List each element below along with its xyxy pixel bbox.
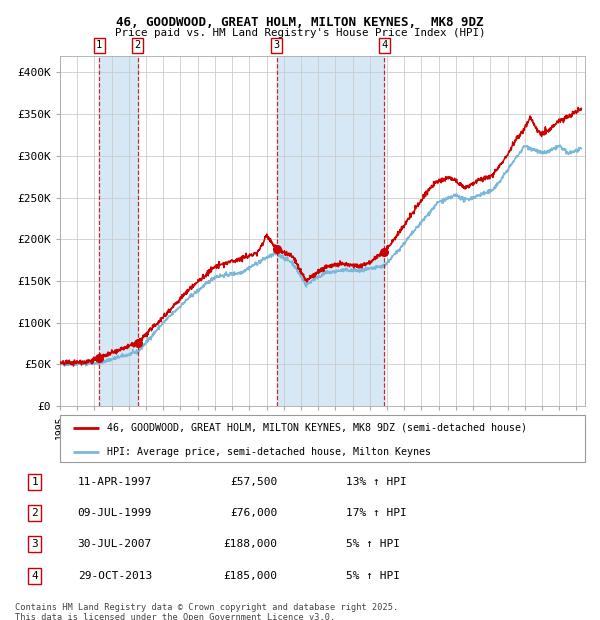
Text: 11-APR-1997: 11-APR-1997 <box>78 477 152 487</box>
Text: £76,000: £76,000 <box>230 508 277 518</box>
Text: £57,500: £57,500 <box>230 477 277 487</box>
Text: 46, GOODWOOD, GREAT HOLM, MILTON KEYNES, MK8 9DZ (semi-detached house): 46, GOODWOOD, GREAT HOLM, MILTON KEYNES,… <box>107 423 527 433</box>
Text: 3: 3 <box>32 539 38 549</box>
Text: 3: 3 <box>274 40 280 50</box>
Text: 46, GOODWOOD, GREAT HOLM, MILTON KEYNES,  MK8 9DZ: 46, GOODWOOD, GREAT HOLM, MILTON KEYNES,… <box>116 16 484 29</box>
Text: 17% ↑ HPI: 17% ↑ HPI <box>346 508 406 518</box>
Bar <box>99 56 138 406</box>
Text: 09-JUL-1999: 09-JUL-1999 <box>78 508 152 518</box>
Text: 30-JUL-2007: 30-JUL-2007 <box>78 539 152 549</box>
Text: 13% ↑ HPI: 13% ↑ HPI <box>346 477 406 487</box>
Text: 4: 4 <box>381 40 387 50</box>
Text: 1: 1 <box>96 40 103 50</box>
Bar <box>277 56 384 406</box>
Text: £188,000: £188,000 <box>223 539 277 549</box>
Text: HPI: Average price, semi-detached house, Milton Keynes: HPI: Average price, semi-detached house,… <box>107 446 431 457</box>
Text: 2: 2 <box>134 40 141 50</box>
Text: 2: 2 <box>32 508 38 518</box>
FancyBboxPatch shape <box>60 415 585 462</box>
Text: 4: 4 <box>32 570 38 581</box>
Text: 29-OCT-2013: 29-OCT-2013 <box>78 570 152 581</box>
Text: Price paid vs. HM Land Registry's House Price Index (HPI): Price paid vs. HM Land Registry's House … <box>115 28 485 38</box>
Text: 1: 1 <box>32 477 38 487</box>
Text: 5% ↑ HPI: 5% ↑ HPI <box>346 570 400 581</box>
Text: £185,000: £185,000 <box>223 570 277 581</box>
Text: Contains HM Land Registry data © Crown copyright and database right 2025.
This d: Contains HM Land Registry data © Crown c… <box>15 603 398 620</box>
Text: 5% ↑ HPI: 5% ↑ HPI <box>346 539 400 549</box>
